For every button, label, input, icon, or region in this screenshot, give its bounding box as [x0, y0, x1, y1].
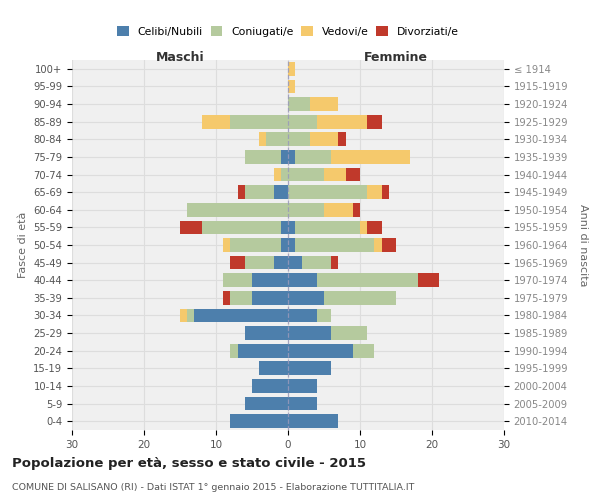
Bar: [223, 274, 252, 287]
Bar: [230, 238, 281, 252]
Bar: [331, 150, 410, 164]
Bar: [353, 203, 360, 216]
Bar: [223, 238, 230, 252]
Bar: [324, 168, 346, 181]
Bar: [252, 291, 288, 304]
Bar: [288, 132, 310, 146]
Y-axis label: Fasce di età: Fasce di età: [17, 212, 28, 278]
Bar: [288, 396, 317, 410]
Bar: [288, 80, 295, 94]
Bar: [180, 308, 187, 322]
Bar: [180, 220, 202, 234]
Bar: [259, 132, 266, 146]
Bar: [338, 132, 346, 146]
Bar: [288, 115, 317, 128]
Bar: [230, 344, 238, 358]
Bar: [382, 186, 389, 199]
Bar: [288, 414, 338, 428]
Bar: [295, 150, 331, 164]
Bar: [187, 308, 194, 322]
Bar: [252, 379, 288, 393]
Bar: [288, 362, 331, 375]
Bar: [245, 396, 288, 410]
Bar: [230, 115, 288, 128]
Bar: [230, 256, 245, 270]
Bar: [331, 256, 338, 270]
Bar: [288, 150, 295, 164]
Bar: [310, 97, 338, 111]
Bar: [317, 308, 331, 322]
Bar: [288, 238, 295, 252]
Bar: [367, 115, 382, 128]
Bar: [374, 238, 382, 252]
Bar: [288, 379, 317, 393]
Text: Popolazione per età, sesso e stato civile - 2015: Popolazione per età, sesso e stato civil…: [12, 458, 366, 470]
Bar: [317, 115, 367, 128]
Bar: [245, 150, 281, 164]
Bar: [324, 291, 396, 304]
Bar: [252, 274, 288, 287]
Y-axis label: Anni di nascita: Anni di nascita: [578, 204, 588, 286]
Bar: [310, 132, 338, 146]
Bar: [274, 256, 288, 270]
Bar: [245, 256, 274, 270]
Text: Femmine: Femmine: [364, 50, 428, 64]
Bar: [418, 274, 439, 287]
Bar: [288, 203, 324, 216]
Bar: [353, 344, 374, 358]
Bar: [281, 220, 288, 234]
Legend: Celibi/Nubili, Coniugati/e, Vedovi/e, Divorziati/e: Celibi/Nubili, Coniugati/e, Vedovi/e, Di…: [114, 23, 462, 40]
Bar: [274, 186, 288, 199]
Bar: [288, 220, 295, 234]
Bar: [367, 220, 382, 234]
Bar: [202, 115, 230, 128]
Text: COMUNE DI SALISANO (RI) - Dati ISTAT 1° gennaio 2015 - Elaborazione TUTTITALIA.I: COMUNE DI SALISANO (RI) - Dati ISTAT 1° …: [12, 482, 415, 492]
Bar: [288, 344, 353, 358]
Bar: [295, 220, 360, 234]
Bar: [331, 326, 367, 340]
Bar: [266, 132, 288, 146]
Bar: [238, 344, 288, 358]
Bar: [230, 414, 288, 428]
Bar: [288, 256, 302, 270]
Bar: [281, 168, 288, 181]
Bar: [238, 186, 245, 199]
Bar: [288, 186, 367, 199]
Bar: [295, 238, 374, 252]
Bar: [230, 291, 252, 304]
Bar: [288, 308, 317, 322]
Bar: [288, 326, 331, 340]
Bar: [223, 291, 230, 304]
Text: Maschi: Maschi: [155, 50, 205, 64]
Bar: [382, 238, 396, 252]
Bar: [317, 274, 418, 287]
Bar: [288, 168, 324, 181]
Bar: [360, 220, 367, 234]
Bar: [346, 168, 360, 181]
Bar: [274, 168, 281, 181]
Bar: [367, 186, 382, 199]
Bar: [288, 62, 295, 76]
Bar: [324, 203, 353, 216]
Bar: [288, 291, 324, 304]
Bar: [259, 362, 288, 375]
Bar: [302, 256, 331, 270]
Bar: [187, 203, 288, 216]
Bar: [288, 274, 317, 287]
Bar: [202, 220, 281, 234]
Bar: [288, 97, 310, 111]
Bar: [281, 238, 288, 252]
Bar: [281, 150, 288, 164]
Bar: [245, 326, 288, 340]
Bar: [194, 308, 288, 322]
Bar: [245, 186, 274, 199]
